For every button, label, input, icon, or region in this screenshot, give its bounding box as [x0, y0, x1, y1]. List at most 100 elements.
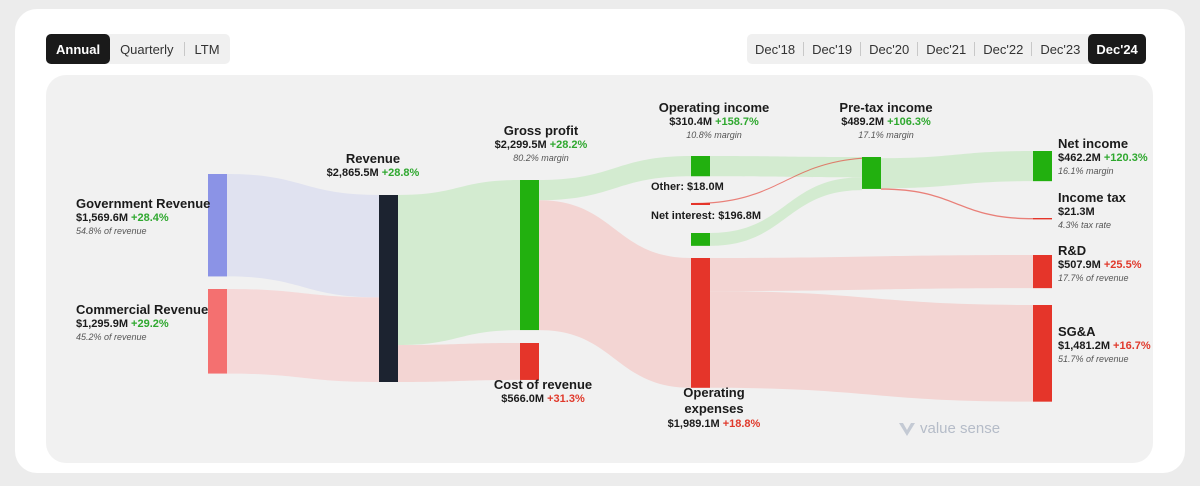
sankey-chart: Government Revenue $1,569.6M +28.4% 54.8… — [46, 75, 1153, 463]
node-value: $462.2M — [1058, 152, 1101, 165]
node-bar-net-income[interactable] — [1033, 151, 1052, 182]
node-subtext: 4.3% tax rate — [1058, 220, 1112, 230]
income-tax-label: Income tax $21.3M 4.3% tax rate — [1058, 190, 1126, 231]
node-title: Net income — [1058, 136, 1129, 151]
other-label: Other: $18.0M — [651, 181, 724, 195]
node-bar-operating-income[interactable] — [691, 156, 710, 177]
node-value-row: $1,569.6M +28.4% — [76, 212, 210, 226]
node-change: +25.5% — [1103, 259, 1142, 272]
node-change: +106.3% — [887, 116, 931, 129]
cost-of-revenue-label: Cost of revenue $566.0M +31.3% — [494, 377, 592, 407]
node-title: Gross profit — [503, 123, 579, 138]
period-dec22[interactable]: Dec'22 — [983, 41, 1024, 57]
node-change: +28.8% — [381, 167, 420, 180]
flow-net-interest-to-pretax-income — [710, 177, 862, 246]
node-value-row: $507.9M +25.5% — [1058, 259, 1142, 273]
period-dec21[interactable]: Dec'21 — [926, 41, 967, 57]
node-value-row: $2,865.5M +28.8% — [327, 167, 420, 181]
node-subtext: 16.1% margin — [1058, 166, 1114, 176]
node-bar-other[interactable] — [691, 203, 710, 205]
period-dec24[interactable]: Dec'24 — [1088, 34, 1146, 64]
node-title: Income tax — [1058, 190, 1126, 205]
node-value-row: $310.4M +158.7% — [659, 116, 770, 130]
node-bar-commercial-revenue[interactable] — [208, 289, 227, 374]
node-bar-rd[interactable] — [1033, 255, 1052, 289]
node-value-row: $1,295.9M +29.2% — [76, 318, 208, 332]
node-bar-revenue[interactable] — [379, 195, 398, 382]
view-toggle: Annual Quarterly LTM — [46, 34, 230, 64]
divider — [183, 42, 185, 56]
flow-revenue-to-cost-of-revenue — [398, 343, 520, 382]
node-value: $566.0M — [501, 393, 545, 406]
period-dec20[interactable]: Dec'20 — [869, 41, 910, 57]
node-title: Government Revenue — [76, 196, 211, 211]
node-value: $1,295.9M — [76, 318, 128, 331]
node-title: Other: $18.0M — [651, 181, 724, 193]
node-title: Cost of revenue — [493, 377, 593, 392]
node-title-line2: expenses — [684, 401, 744, 417]
operating-expenses-label: Operating expenses $1,989.1M +18.8% — [668, 385, 761, 431]
node-bar-sga[interactable] — [1033, 305, 1052, 402]
node-value-row: $1,989.1M +18.8% — [668, 418, 761, 432]
period-dec18[interactable]: Dec'18 — [755, 41, 796, 57]
flow-pretax-income-to-other — [691, 157, 881, 205]
node-value: $1,569.6M — [76, 212, 128, 225]
node-bar-operating-expenses[interactable] — [691, 258, 710, 388]
node-bar-income-tax[interactable] — [1033, 218, 1052, 220]
node-title-line1: Operating — [683, 385, 745, 400]
value-sense-logo-icon — [899, 422, 915, 436]
divider — [1031, 42, 1033, 56]
node-subtext: 17.7% of revenue — [1058, 273, 1129, 283]
node-title: Commercial Revenue — [76, 302, 209, 317]
flow-pretax-income-to-net-income — [881, 151, 1033, 189]
node-value: $489.2M — [841, 116, 885, 129]
node-value-row: $566.0M +31.3% — [494, 393, 592, 407]
tab-annual[interactable]: Annual — [46, 34, 111, 64]
node-value: $1,989.1M — [667, 417, 720, 430]
node-bar-government-revenue[interactable] — [208, 174, 227, 277]
node-change: +29.2% — [131, 318, 169, 331]
flow-gross-profit-to-operating-income — [539, 156, 691, 201]
flow-revenue-to-gross-profit — [398, 180, 520, 346]
flow-operating-income-to-pretax-income — [710, 156, 862, 178]
tab-quarterly[interactable]: Quarterly — [120, 41, 174, 57]
node-bar-net-interest[interactable] — [691, 233, 710, 246]
node-value: $1,481.2M — [1058, 340, 1110, 353]
divider — [917, 42, 919, 56]
financials-card: Annual Quarterly LTM Dec'18 Dec'19 Dec'2… — [15, 9, 1185, 473]
node-value: $507.9M — [1058, 259, 1101, 272]
operating-income-label: Operating income $310.4M +158.7% 10.8% m… — [659, 100, 770, 141]
node-subtext: 80.2% margin — [513, 153, 569, 163]
node-change: +28.2% — [549, 139, 588, 152]
sga-label: SG&A $1,481.2M +16.7% 51.7% of revenue — [1058, 324, 1151, 365]
node-subtext: 45.2% of revenue — [76, 332, 147, 342]
node-title: Net interest: $196.8M — [651, 210, 762, 222]
revenue-label: Revenue $2,865.5M +28.8% — [327, 151, 420, 181]
node-change: +18.8% — [722, 417, 761, 430]
node-value: $21.3M — [1058, 206, 1095, 219]
period-selector: Dec'18 Dec'19 Dec'20 Dec'21 Dec'22 Dec'2… — [747, 34, 1146, 64]
node-value: $2,865.5M — [326, 167, 379, 180]
watermark-text: value sense — [920, 420, 1001, 437]
node-value: $2,299.5M — [494, 139, 547, 152]
node-subtext: 54.8% of revenue — [76, 226, 147, 236]
tab-ltm[interactable]: LTM — [194, 41, 220, 57]
gross-profit-label: Gross profit $2,299.5M +28.2% 80.2% marg… — [495, 123, 588, 164]
watermark-logo: value sense — [898, 420, 1000, 437]
sankey-svg — [208, 151, 1052, 402]
flow-commercial-revenue-to-revenue — [227, 289, 379, 382]
node-value-row: $2,299.5M +28.2% — [495, 139, 588, 153]
node-bar-cost-of-revenue[interactable] — [520, 343, 539, 380]
node-change: +158.7% — [715, 116, 759, 129]
period-dec23[interactable]: Dec'23 — [1040, 41, 1081, 57]
flow-government-revenue-to-revenue — [227, 174, 379, 298]
node-bar-gross-profit[interactable] — [520, 180, 539, 331]
node-title: Operating income — [658, 100, 770, 115]
period-dec19[interactable]: Dec'19 — [812, 41, 853, 57]
commercial-revenue-label: Commercial Revenue $1,295.9M +29.2% 45.2… — [76, 302, 208, 343]
node-bar-pretax-income[interactable] — [862, 157, 881, 189]
node-value-row: $462.2M +120.3% — [1058, 152, 1148, 166]
government-revenue-label: Government Revenue $1,569.6M +28.4% 54.8… — [76, 196, 210, 237]
divider — [803, 42, 805, 56]
divider — [974, 42, 976, 56]
